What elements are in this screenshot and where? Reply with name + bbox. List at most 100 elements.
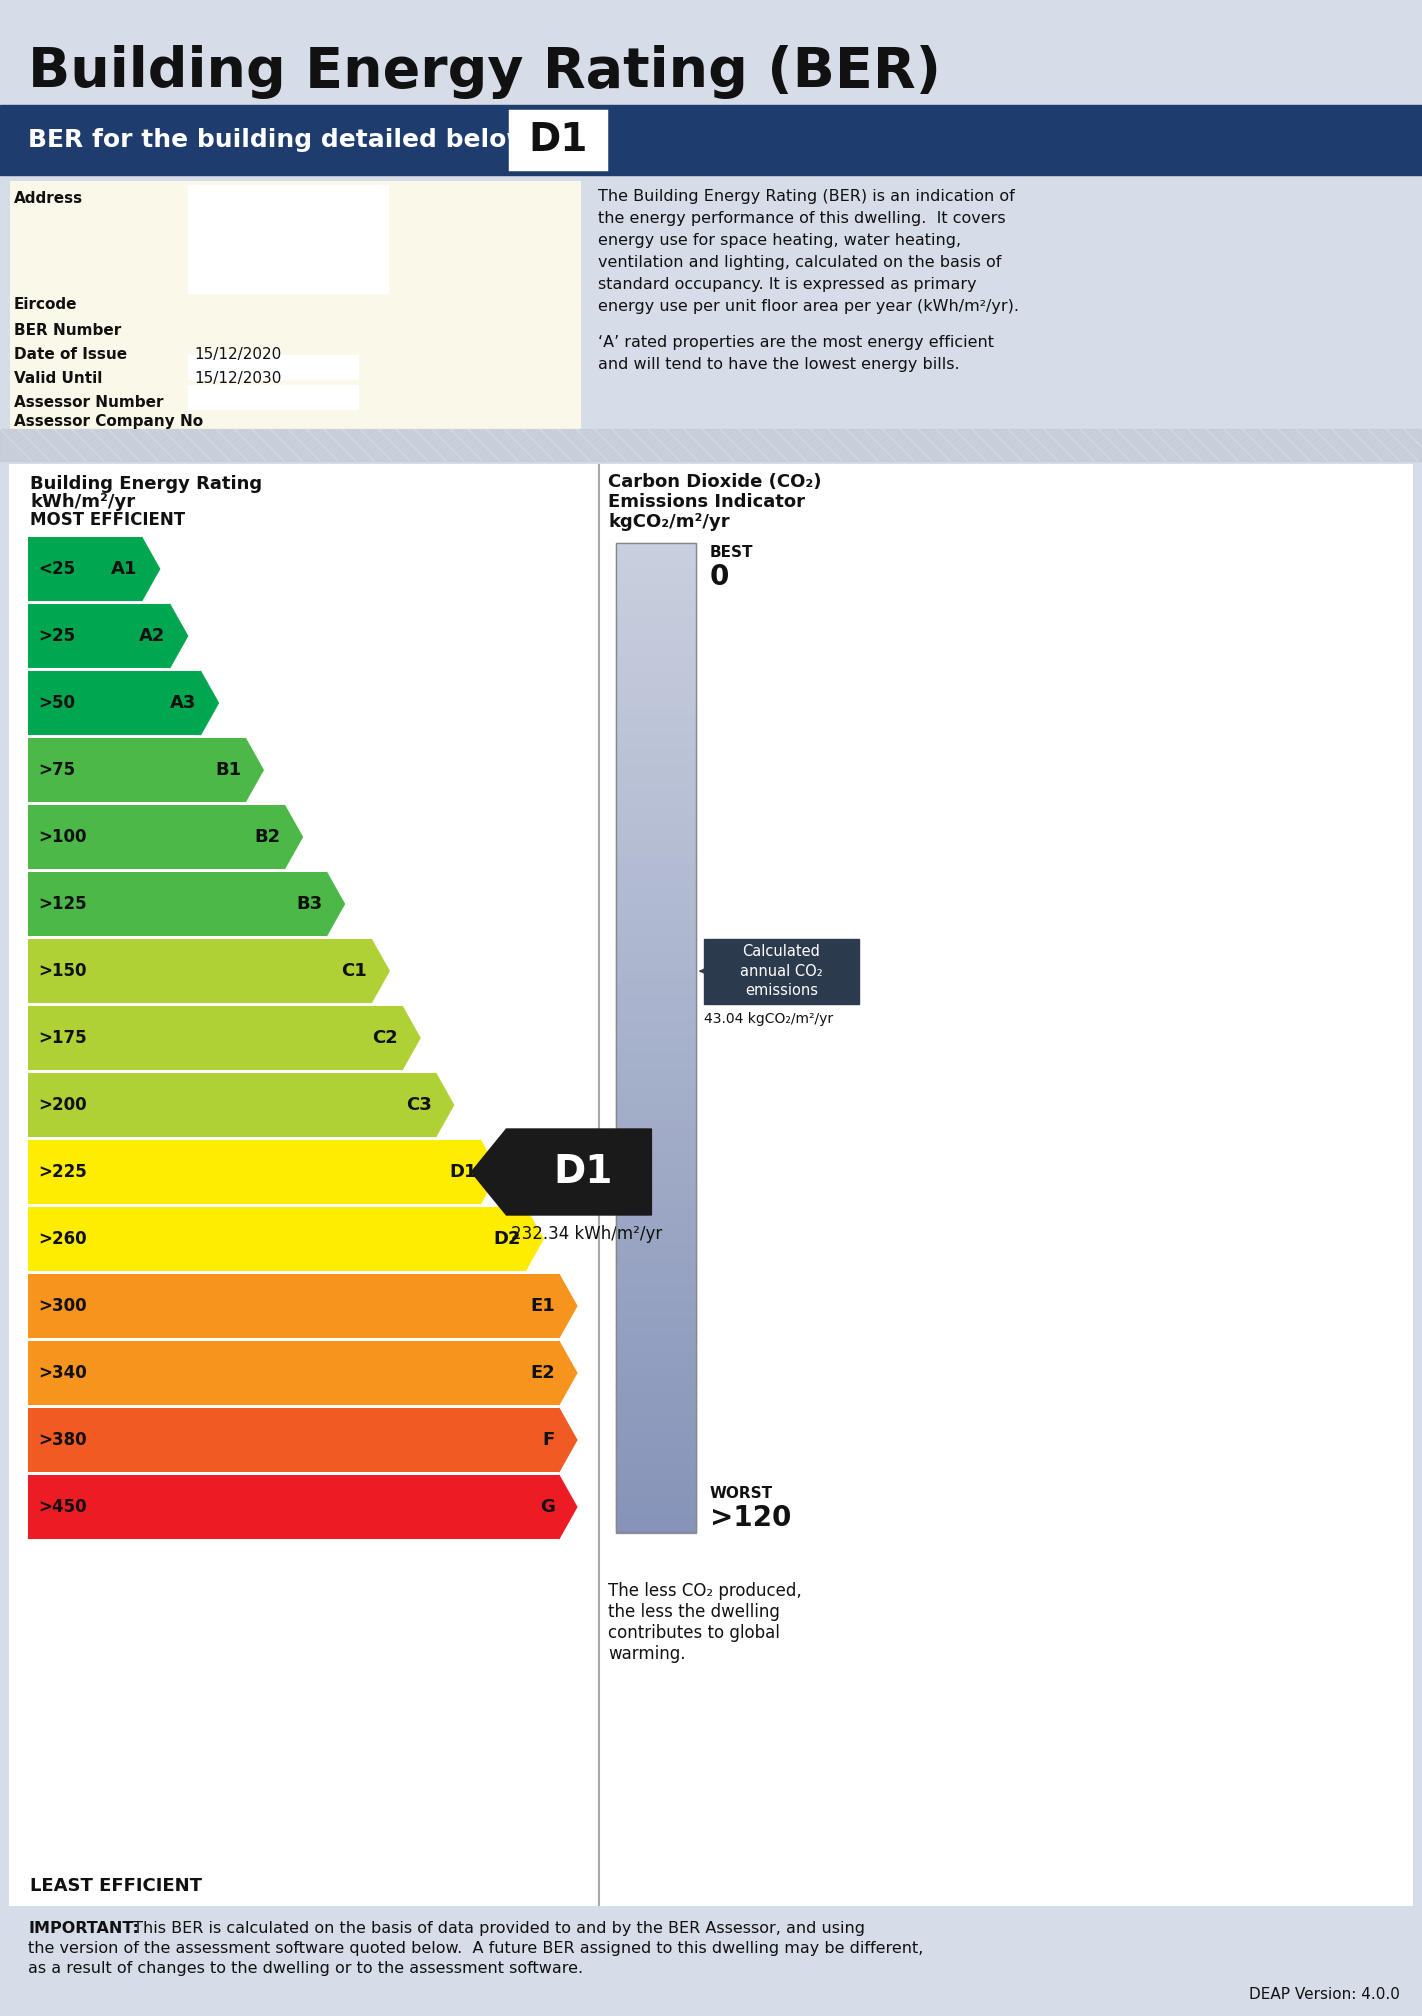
Text: Building Energy Rating (BER): Building Energy Rating (BER) [28, 44, 941, 99]
Bar [28, 1073, 435, 1137]
Bar [616, 1103, 695, 1113]
Bar [616, 708, 695, 718]
Text: >100: >100 [38, 829, 87, 847]
Polygon shape [284, 804, 303, 869]
Bar [616, 609, 695, 619]
Bar [616, 1318, 695, 1327]
Bar [616, 814, 695, 825]
Bar [616, 1383, 695, 1393]
Bar [616, 964, 695, 972]
Text: 43.04 kgCO₂/m²/yr: 43.04 kgCO₂/m²/yr [704, 1012, 833, 1026]
Bar [616, 1046, 695, 1054]
Polygon shape [142, 536, 159, 601]
Bar [616, 1145, 695, 1153]
Text: B3: B3 [296, 895, 323, 913]
Bar [616, 823, 695, 833]
Bar [616, 948, 695, 956]
Text: ventilation and lighting, calculated on the basis of: ventilation and lighting, calculated on … [599, 254, 1001, 270]
Bar [616, 1401, 695, 1409]
Bar [616, 1210, 695, 1220]
Bar [616, 560, 695, 569]
Bar [616, 1351, 695, 1361]
Bar [616, 691, 695, 702]
Text: WORST: WORST [710, 1486, 774, 1502]
Text: The less CO₂ produced,: The less CO₂ produced, [609, 1583, 802, 1601]
Bar [0, 429, 1422, 462]
Bar [616, 1038, 695, 1046]
Text: DEAP Version: 4.0.0: DEAP Version: 4.0.0 [1249, 1988, 1401, 2002]
Text: BER Number: BER Number [14, 323, 121, 339]
Text: C3: C3 [405, 1097, 432, 1115]
Text: 15/12/2020: 15/12/2020 [193, 347, 282, 363]
Text: ‘A’ rated properties are the most energy efficient: ‘A’ rated properties are the most energy… [599, 335, 994, 351]
Bar [616, 1228, 695, 1236]
Bar [616, 1284, 695, 1294]
Text: Eircode: Eircode [14, 296, 78, 312]
Bar [616, 1516, 695, 1524]
Bar [616, 1177, 695, 1187]
Bar [616, 1079, 695, 1089]
Bar [616, 1474, 695, 1484]
Bar [616, 1441, 695, 1452]
Bar [28, 1208, 525, 1270]
Polygon shape [472, 1129, 651, 1216]
Text: Assessor Number: Assessor Number [14, 395, 164, 409]
Bar [616, 1012, 695, 1022]
Text: D1: D1 [529, 121, 587, 159]
Bar [616, 1433, 695, 1441]
Bar [616, 1482, 695, 1492]
Polygon shape [327, 873, 344, 935]
Bar [616, 542, 695, 1532]
Text: >150: >150 [38, 962, 87, 980]
Bar [616, 585, 695, 593]
Text: >340: >340 [38, 1365, 87, 1383]
Bar [28, 605, 169, 667]
Text: LEAST EFFICIENT: LEAST EFFICIENT [30, 1877, 202, 1895]
Bar [616, 1417, 695, 1425]
Text: F: F [543, 1431, 555, 1450]
Bar [616, 649, 695, 659]
Bar [616, 641, 695, 651]
Bar [616, 806, 695, 816]
Bar [28, 1139, 481, 1204]
Text: kWh/m²/yr: kWh/m²/yr [30, 494, 135, 510]
Text: E2: E2 [530, 1365, 555, 1383]
Bar [616, 659, 695, 667]
Polygon shape [559, 1274, 577, 1339]
Bar [616, 1343, 695, 1351]
Text: This BER is calculated on the basis of data provided to and by the BER Assessor,: This BER is calculated on the basis of d… [128, 1921, 865, 1935]
Bar [616, 988, 695, 998]
Polygon shape [559, 1341, 577, 1405]
Bar [616, 798, 695, 808]
Bar [616, 1300, 695, 1310]
Bar [616, 1202, 695, 1212]
Text: >450: >450 [38, 1498, 87, 1516]
Polygon shape [481, 1139, 498, 1204]
Text: and will tend to have the lowest energy bills.: and will tend to have the lowest energy … [599, 357, 960, 373]
Bar [616, 675, 695, 683]
Text: >175: >175 [38, 1028, 87, 1046]
Polygon shape [371, 939, 390, 1004]
Bar [616, 625, 695, 635]
Bar [616, 1220, 695, 1228]
Text: >225: >225 [38, 1163, 87, 1181]
Bar [616, 980, 695, 990]
Text: MOST EFFICIENT: MOST EFFICIENT [30, 510, 185, 528]
Bar [188, 355, 358, 379]
Bar [616, 1095, 695, 1105]
Bar [616, 996, 695, 1006]
Text: A1: A1 [111, 560, 138, 579]
Bar [510, 111, 606, 169]
Text: as a result of changes to the dwelling or to the assessment software.: as a result of changes to the dwelling o… [28, 1962, 583, 1976]
Bar [10, 181, 580, 429]
Bar [616, 913, 695, 923]
Text: 0: 0 [710, 562, 729, 591]
Text: Building Energy Rating: Building Energy Rating [30, 476, 262, 494]
Bar [616, 1062, 695, 1070]
Text: Valid Until: Valid Until [14, 371, 102, 385]
Polygon shape [245, 738, 263, 802]
Bar [616, 593, 695, 601]
Bar [616, 782, 695, 790]
Text: D1: D1 [449, 1163, 476, 1181]
Text: Assessor Company No: Assessor Company No [14, 413, 203, 429]
